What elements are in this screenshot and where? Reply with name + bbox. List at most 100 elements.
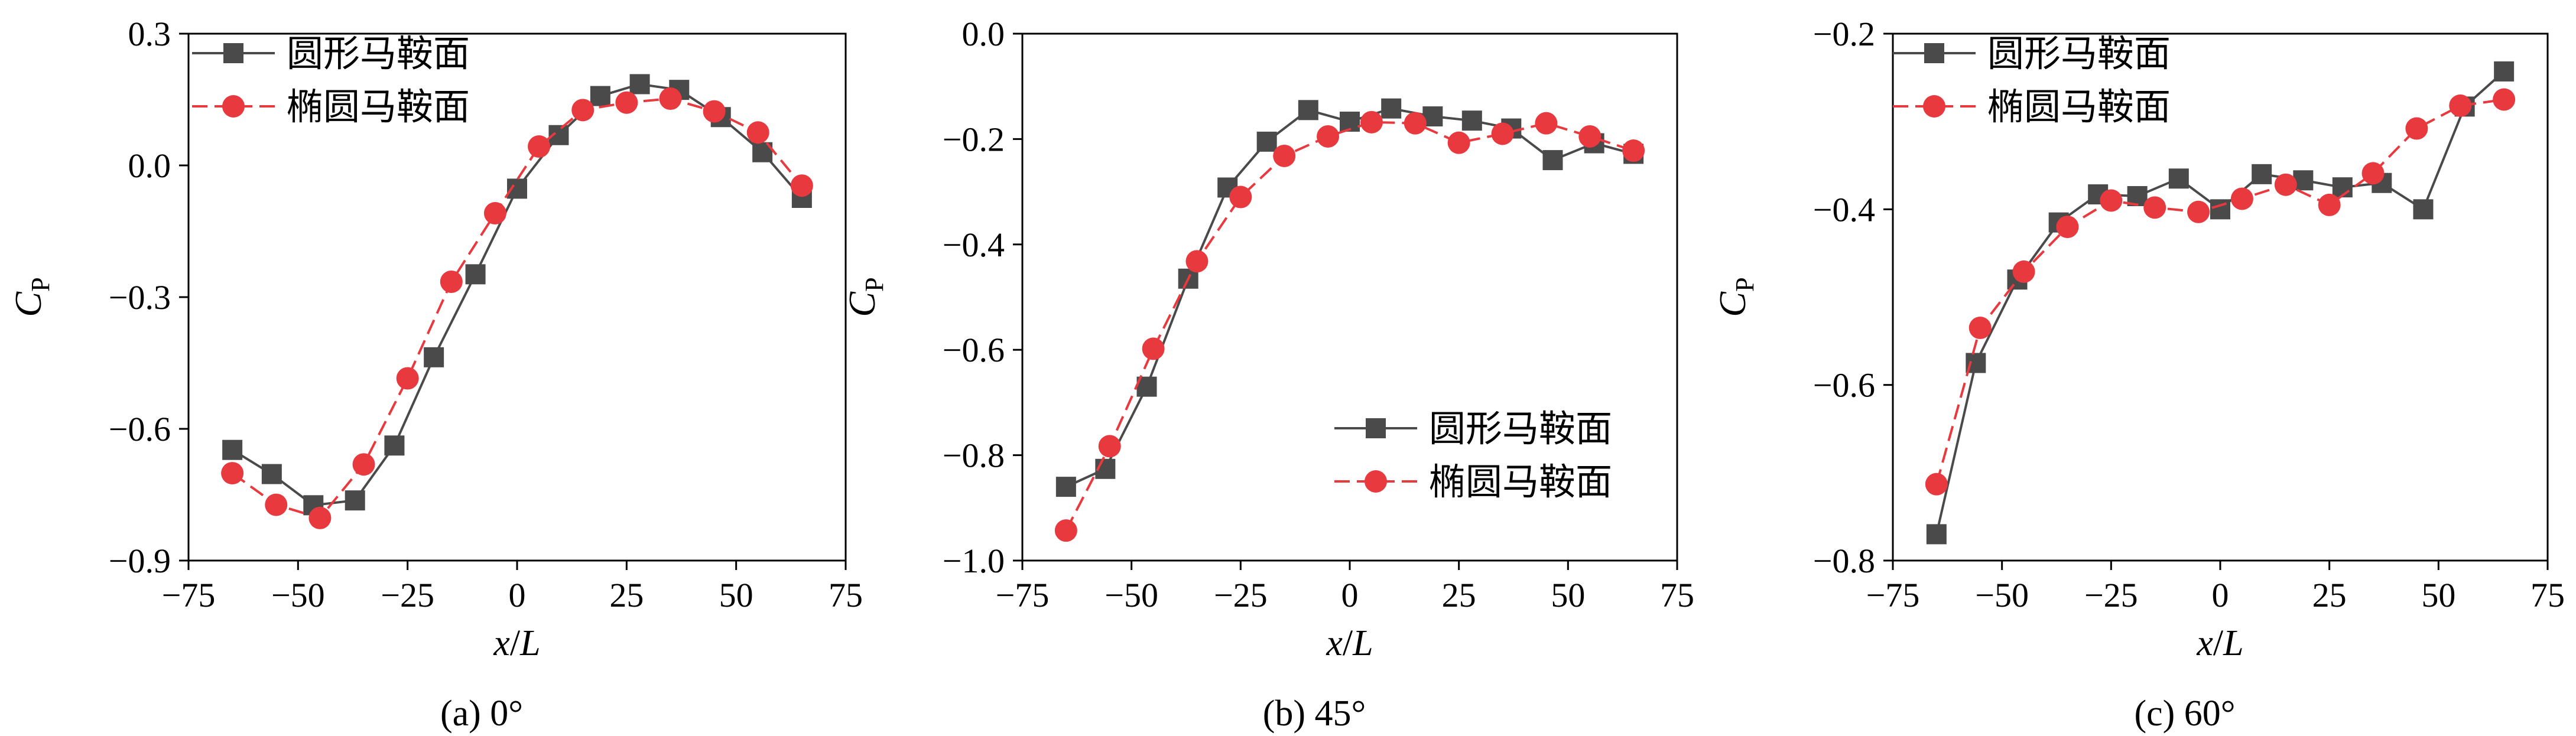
data-point-square [2494, 61, 2515, 82]
chart-panel-1: −75 −50 −25 0 25 50 75 −0.9 −0.6 −0.3 0.0 0.3 x/L CP (… [7, 15, 863, 734]
legend-label: 椭圆马鞍面 [1987, 85, 2171, 128]
data-point-circle [1229, 185, 1252, 209]
panel-caption: (c) 60° [2134, 693, 2235, 734]
chart-panel-3: −75 −50 −25 0 25 50 75 −0.8 −0.6 −0.4 −0.2 x/L CP (c)… [1711, 15, 2565, 734]
data-point-circle [1142, 337, 1165, 360]
panel-caption: (b) 45° [1263, 693, 1366, 734]
data-point-circle [2143, 196, 2166, 219]
y-axis-label: CP [1711, 277, 1759, 317]
y-tick-label: −0.6 [109, 410, 171, 448]
y-tick-label: −0.6 [1813, 366, 1875, 405]
legend-marker-square [223, 43, 243, 63]
x-tick-label: −25 [2084, 576, 2138, 614]
x-tick-label: 75 [2530, 576, 2565, 614]
data-point-square [424, 347, 444, 367]
data-point-circle [265, 493, 288, 516]
x-tick-label: 25 [609, 576, 644, 614]
data-point-circle [352, 453, 375, 476]
legend-marker-square [1924, 43, 1944, 63]
y-tick-label: −0.3 [109, 278, 171, 317]
data-point-circle [221, 462, 244, 485]
legend-marker-square [1366, 418, 1386, 438]
x-tick-label: 0 [1341, 576, 1359, 614]
data-point-circle [746, 121, 769, 144]
y-tick-label: 0.3 [128, 15, 171, 53]
y-tick-label: −0.2 [1813, 15, 1875, 53]
data-point-square [590, 86, 610, 106]
data-point-circle [2100, 189, 2123, 212]
data-point-square [1298, 100, 1318, 121]
data-point-circle [1360, 110, 1383, 133]
data-point-circle [2405, 117, 2428, 140]
data-point-square [465, 264, 486, 285]
data-point-circle [1185, 250, 1209, 273]
y-tick-label: −0.8 [1813, 542, 1875, 580]
legend-marker-circle [222, 95, 245, 118]
data-point-circle [615, 91, 638, 114]
data-point-circle [2493, 88, 2516, 111]
series-line [1935, 70, 2505, 535]
x-tick-label: 75 [829, 576, 863, 614]
x-tick-label: 50 [1551, 576, 1585, 614]
y-tick-label: −0.4 [1813, 190, 1875, 229]
y-tick-label: 0.0 [128, 146, 171, 185]
series-line [1935, 98, 2504, 485]
y-tick-label: −0.6 [943, 331, 1005, 369]
y-axis-label: CP [841, 277, 889, 317]
data-point-circle [2230, 187, 2253, 210]
x-tick-label: 50 [719, 576, 753, 614]
y-tick-label: −0.2 [943, 120, 1005, 158]
series-line [231, 97, 803, 520]
chart-panel-2: −75 −50 −25 0 25 50 75 −1.0 −0.8 −0.6 −0.4 −0.2 0.0 x… [841, 15, 1694, 734]
data-point-circle [703, 100, 726, 123]
x-tick-label: −50 [1975, 576, 2029, 614]
x-tick-label: −75 [996, 576, 1050, 614]
legend-label: 椭圆马鞍面 [1429, 460, 1612, 503]
data-point-circle [1622, 139, 1645, 162]
data-point-circle [1054, 519, 1077, 542]
data-point-square [629, 74, 650, 95]
data-point-circle [1491, 122, 1514, 145]
x-axis-label: x/L [493, 623, 540, 663]
y-tick-label: 0.0 [962, 15, 1005, 53]
data-point-circle [528, 135, 551, 158]
data-point-circle [2187, 200, 2210, 223]
x-tick-label: 50 [2421, 576, 2455, 614]
data-point-circle [1925, 473, 1948, 496]
x-tick-label: −25 [381, 576, 434, 614]
data-point-square [1461, 110, 1482, 131]
data-point-circle [571, 99, 595, 122]
legend-label: 圆形马鞍面 [1987, 32, 2171, 75]
x-tick-label: 25 [1442, 576, 1476, 614]
y-tick-label: −0.8 [943, 437, 1005, 475]
legend-label: 椭圆马鞍面 [287, 85, 470, 128]
data-point-circle [1968, 317, 1992, 340]
data-point-square [1256, 131, 1277, 152]
x-tick-label: −50 [1105, 576, 1158, 614]
x-tick-label: 25 [2312, 576, 2347, 614]
x-axis-label: x/L [2196, 623, 2243, 663]
y-tick-label: −0.9 [109, 542, 171, 580]
panel-caption: (a) 0° [440, 693, 523, 734]
data-point-square [222, 439, 243, 460]
x-tick-label: 0 [2212, 576, 2229, 614]
x-tick-label: 0 [509, 576, 526, 614]
y-axis-label: CP [7, 277, 55, 317]
data-point-square [345, 490, 365, 511]
data-point-circle [2056, 216, 2079, 239]
data-point-circle [396, 367, 419, 390]
data-point-circle [1317, 125, 1340, 148]
data-point-circle [2318, 193, 2341, 216]
data-point-circle [308, 506, 332, 529]
x-tick-label: −75 [162, 576, 216, 614]
data-point-circle [1578, 125, 1602, 148]
data-point-square [1542, 150, 1563, 171]
data-point-circle [2361, 162, 2385, 185]
data-point-square [1055, 477, 1076, 497]
data-point-circle [1273, 144, 1296, 167]
data-point-circle [1447, 131, 1470, 154]
data-point-circle [790, 174, 813, 197]
data-point-square [2210, 199, 2230, 220]
data-point-circle [1535, 112, 1558, 135]
